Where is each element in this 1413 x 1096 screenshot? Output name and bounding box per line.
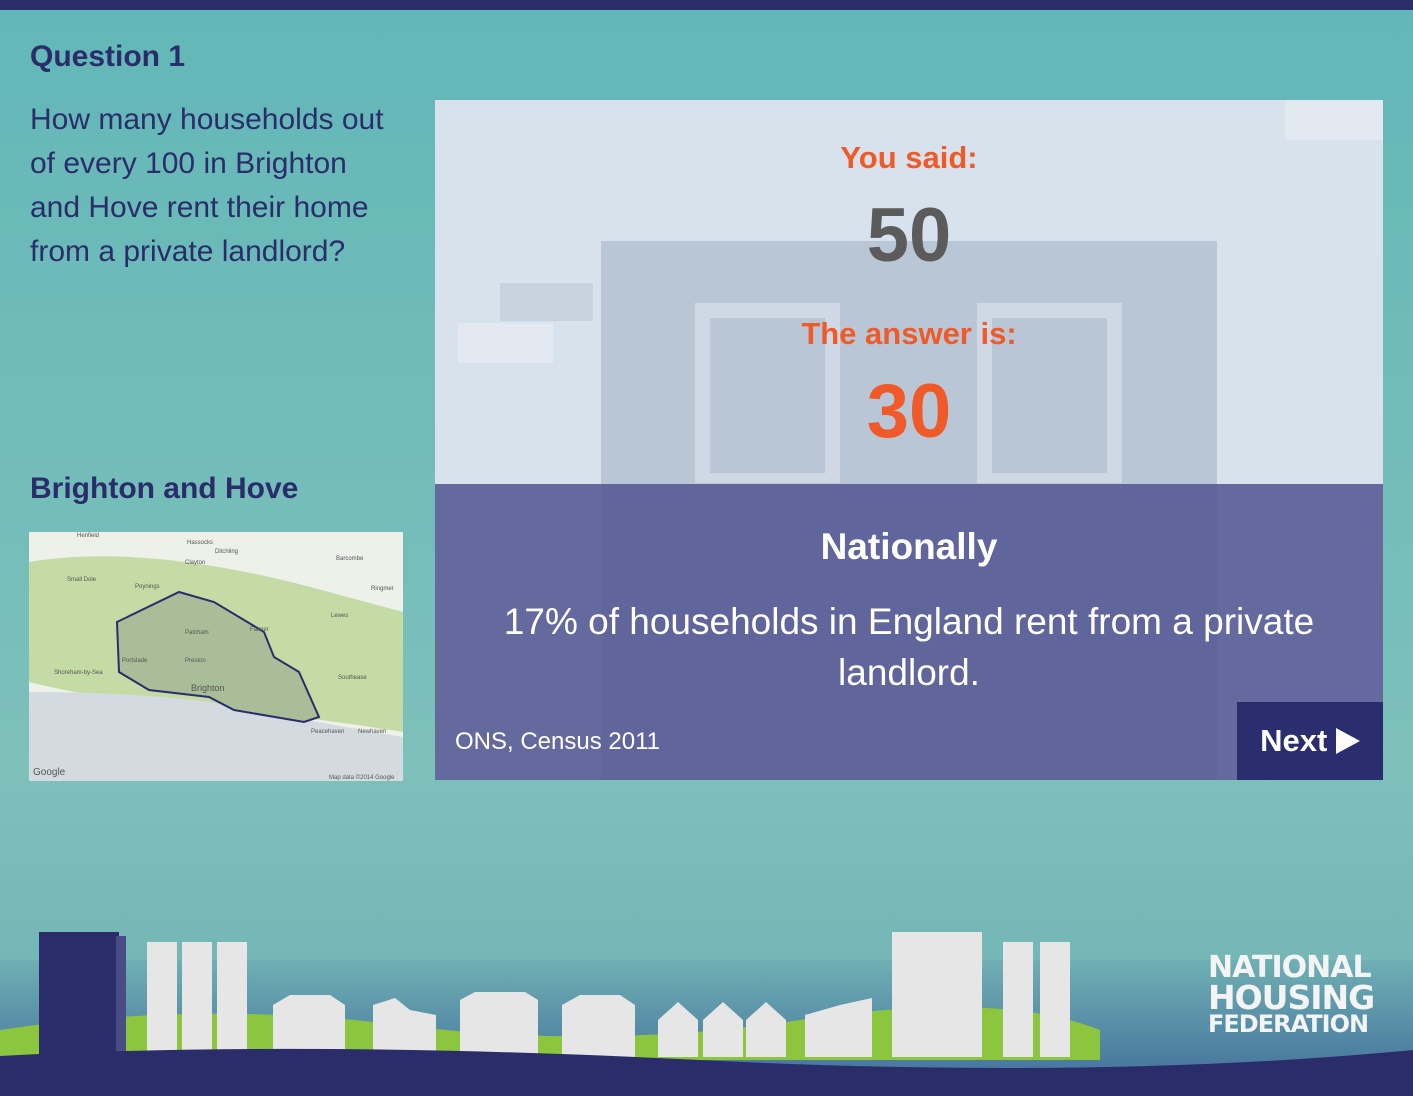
skyline (0, 932, 1413, 1096)
logo-line: HOUSING (1208, 978, 1375, 1017)
map-label: Hassocks (187, 540, 213, 546)
question-text: How many households out of every 100 in … (30, 103, 384, 268)
map-label: Patcham (185, 630, 209, 636)
map-label: Map data ©2014 Google (329, 774, 395, 781)
result-card: You said: 50 The answer is: 30 Nationall… (435, 100, 1383, 780)
national-title: Nationally (820, 526, 998, 567)
map-label: Peacehaven (311, 729, 344, 735)
map-label: Henfield (77, 533, 99, 539)
map-label: Barcombe (336, 556, 364, 562)
map-label: Falmer (250, 627, 269, 633)
map-label: Small Dole (67, 577, 97, 583)
map-label: Shoreham-by-Sea (54, 670, 103, 676)
national-panel: Nationally 17% of households in England … (435, 484, 1383, 780)
map-label: Poynings (135, 584, 160, 590)
next-button[interactable]: Next (1237, 702, 1383, 780)
map-label: Ringmer (371, 586, 394, 592)
area-title: Brighton and Hove (30, 472, 299, 505)
map-label: Lewes (331, 613, 348, 619)
answer-label: The answer is: (801, 316, 1017, 351)
map-label: Google (33, 767, 66, 778)
map-label: Newhaven (358, 729, 386, 735)
question-label: Question 1 (30, 40, 186, 73)
map-label: Preston (185, 658, 206, 664)
map-label: Portslade (122, 658, 148, 664)
logo-line: FEDERATION (1208, 1010, 1369, 1038)
map-label: Brighton (191, 683, 225, 693)
top-bar (0, 0, 1413, 10)
map-label: Ditchling (215, 549, 238, 555)
answer-value: 30 (866, 369, 952, 454)
national-text: 17% of households in England rent from a… (503, 601, 1315, 693)
map-label: Southease (338, 675, 367, 681)
you-said-label: You said: (840, 140, 978, 175)
map-label: Clayton (185, 560, 205, 566)
source: ONS, Census 2011 (455, 728, 660, 755)
logo-line: NATIONAL (1208, 950, 1372, 985)
you-said-value: 50 (866, 193, 952, 278)
next-arrow[interactable] (1335, 728, 1360, 754)
next-label[interactable]: Next (1260, 723, 1328, 758)
